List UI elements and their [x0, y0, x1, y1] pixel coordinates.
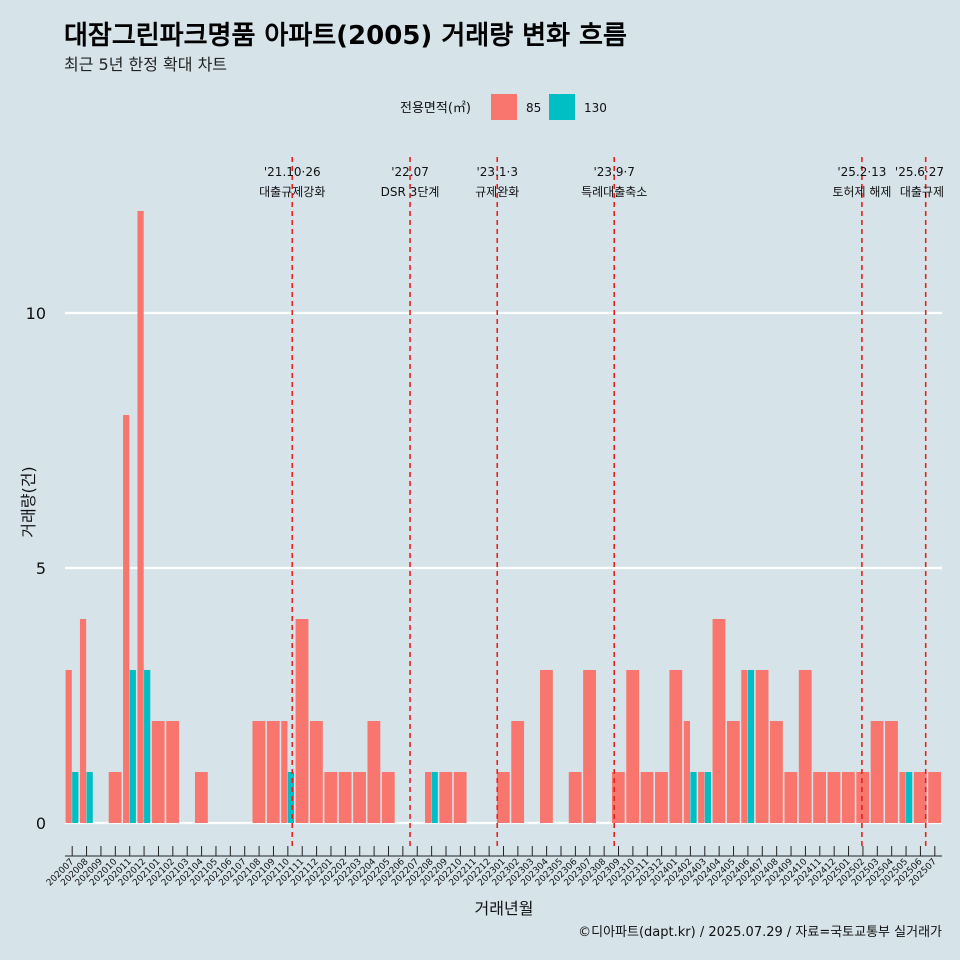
bar-202008-85	[79, 619, 87, 823]
bar-202409-85	[784, 772, 798, 823]
bar-202402-130	[690, 772, 697, 823]
bar-202306-85	[568, 772, 582, 823]
event-markers: '21.10·26 대출규제강화 '22.07 DSR 3단계 '23.1·3 규제완화 '…	[259, 157, 944, 846]
bar-202503-85	[870, 721, 884, 823]
bar-202110-130	[287, 772, 295, 823]
bar-202301-85	[496, 772, 510, 823]
bar-202007-85	[65, 670, 72, 823]
bar-202507-85	[928, 772, 942, 823]
event-label-1: DSR 3단계	[381, 185, 440, 199]
bar-202011-85	[123, 415, 130, 823]
bar-202012-130	[144, 670, 151, 823]
bar-202407-85	[755, 670, 769, 823]
event-label-4: 토허제 해제	[832, 185, 891, 199]
bar-202104-85	[194, 772, 208, 823]
bar-202403-85	[698, 772, 705, 823]
bar-202408-85	[770, 721, 783, 823]
bar-202210-85	[453, 772, 467, 823]
event-label-0: 대출규제강화	[259, 185, 325, 199]
bar-202309-85	[611, 772, 625, 823]
bar-202011-130	[129, 670, 136, 823]
bar-202405-85	[726, 721, 740, 823]
bar-202010-85	[108, 772, 122, 823]
bar-202307-85	[583, 670, 596, 823]
legend-title: 전용면적(㎡)	[400, 101, 471, 116]
bar-202109-85	[266, 721, 280, 823]
bar-202501-85	[841, 772, 855, 823]
legend-label-130: 130	[584, 101, 607, 115]
bar-202204-85	[367, 721, 381, 823]
caption: ©디아파트(dapt.kr) / 2025.07.29 / 자료=국토교통부 실…	[578, 925, 942, 940]
bar-202505-85	[899, 772, 906, 823]
bar-202208-85	[425, 772, 432, 823]
bar-202007-130	[72, 772, 79, 823]
bar-202406-85	[741, 670, 748, 823]
bar-202401-85	[669, 670, 683, 823]
event-label-5: 대출규제	[900, 185, 944, 199]
bar-202012-85	[137, 211, 144, 823]
bar-202502-85	[856, 772, 870, 823]
x-axis-title: 거래년월	[475, 899, 534, 918]
bar-202203-85	[353, 772, 366, 823]
event-date-0: '21.10·26	[264, 165, 321, 179]
chart-subtitle: 최근 5년 한정 확대 차트	[64, 55, 227, 74]
bar-202110-85	[281, 721, 288, 823]
bar-202201-85	[324, 772, 338, 823]
bar-202102-85	[166, 721, 180, 823]
bar-202112-85	[309, 721, 323, 823]
event-date-3: '23.9·7	[593, 165, 634, 179]
chart-title: 대잠그린파크명품 아파트(2005) 거래량 변화 흐름	[64, 21, 627, 51]
bar-202411-85	[813, 772, 827, 823]
y-axis-ticks: 0 5 10	[26, 304, 46, 833]
bar-202403-130	[704, 772, 711, 823]
bar-202202-85	[338, 772, 352, 823]
bar-202504-85	[885, 721, 898, 823]
legend-label-85: 85	[526, 101, 541, 115]
event-date-4: '25.2·13	[837, 165, 886, 179]
bar-202402-85	[683, 721, 691, 823]
legend-swatch-130	[549, 94, 575, 120]
bar-202312-85	[655, 772, 668, 823]
event-date-2: '23.1·3	[477, 165, 518, 179]
bar-202506-85	[913, 772, 927, 823]
bar-202209-85	[439, 772, 453, 823]
bar-202108-85	[252, 721, 266, 823]
legend-swatch-85	[491, 94, 517, 120]
bar-202406-130	[747, 670, 755, 823]
event-label-3: 특례대출축소	[581, 185, 647, 199]
event-date-1: '22.07	[391, 165, 429, 179]
bar-202302-85	[511, 721, 525, 823]
event-label-2: 규제완화	[475, 185, 519, 199]
bars	[65, 211, 942, 823]
legend: 전용면적(㎡) 85 130	[400, 94, 607, 120]
bar-202404-85	[712, 619, 726, 823]
event-date-5: '25.6·27	[895, 165, 944, 179]
bar-202505-130	[906, 772, 913, 823]
y-axis-title: 거래량(건)	[19, 466, 38, 537]
bar-202304-85	[540, 670, 553, 823]
bar-202412-85	[827, 772, 841, 823]
y-tick-label-0: 0	[36, 814, 46, 833]
bar-202311-85	[640, 772, 654, 823]
y-tick-label-10: 10	[26, 304, 46, 323]
bar-202008-130	[86, 772, 93, 823]
y-tick-label-5: 5	[36, 559, 46, 578]
bar-202310-85	[626, 670, 640, 823]
x-axis: 2020072020082020092020102020112020122021…	[45, 846, 942, 888]
bar-202410-85	[798, 670, 812, 823]
bar-202205-85	[381, 772, 395, 823]
bar-202208-130	[431, 772, 438, 823]
bar-202111-85	[295, 619, 309, 823]
bar-202101-85	[151, 721, 165, 823]
